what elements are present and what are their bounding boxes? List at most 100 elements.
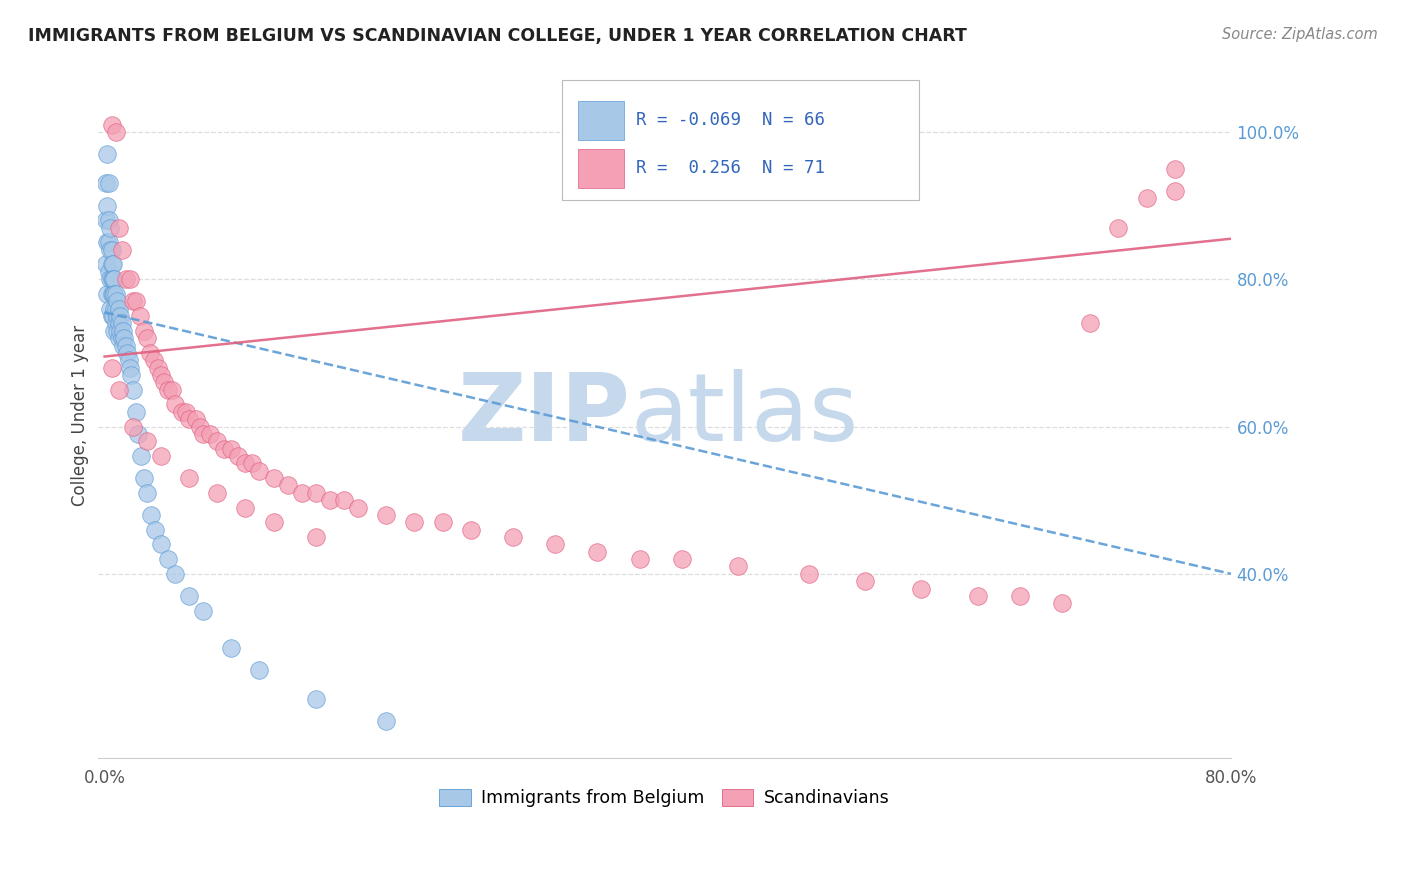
Point [966,589,988,603]
Point [671,552,693,566]
Point [628,552,651,566]
Point [104,125,127,139]
Point [114,272,136,286]
FancyBboxPatch shape [562,79,920,200]
Point [1050,596,1073,610]
Point [108,309,131,323]
Point [96,287,118,301]
Point [121,294,143,309]
Point [101,272,124,286]
Point [190,419,212,434]
Point [291,485,314,500]
Point [96,147,118,161]
Point [121,383,143,397]
Point [214,442,236,456]
Point [135,434,157,449]
Point [277,478,299,492]
Point [98,272,121,286]
Point [305,530,328,544]
Point [727,559,749,574]
Point [132,471,155,485]
Point [1164,184,1187,198]
Point [98,301,121,316]
Point [97,177,120,191]
Point [177,471,200,485]
Point [110,317,132,331]
Point [111,324,134,338]
Point [127,426,149,441]
Point [193,604,215,618]
FancyBboxPatch shape [578,149,623,188]
Point [460,523,482,537]
Point [853,574,876,589]
Point [149,368,172,382]
Point [135,331,157,345]
Text: atlas: atlas [630,369,859,461]
Point [110,331,132,345]
Point [132,324,155,338]
Point [120,368,142,382]
Point [100,272,122,286]
Point [107,220,129,235]
Point [100,118,122,132]
Point [502,530,524,544]
Point [207,434,229,449]
Point [118,272,141,286]
Point [96,235,118,250]
Point [100,258,122,272]
Point [305,485,328,500]
Point [160,383,183,397]
Point [228,449,250,463]
Point [105,294,128,309]
Point [177,589,200,603]
Point [163,397,186,411]
Point [98,243,121,257]
Point [347,500,370,515]
Point [100,287,122,301]
Point [174,405,197,419]
Point [319,493,342,508]
Point [104,287,127,301]
Point [118,360,141,375]
Point [432,516,454,530]
Point [98,220,121,235]
Point [124,294,146,309]
Point [101,287,124,301]
Point [242,456,264,470]
Point [100,243,122,257]
Point [146,360,169,375]
Point [152,376,174,390]
Point [135,485,157,500]
Point [375,508,398,522]
Text: R = -0.069  N = 66: R = -0.069 N = 66 [636,111,825,128]
Point [177,412,200,426]
Point [1135,191,1157,205]
Point [1164,161,1187,176]
Point [100,360,122,375]
Point [207,485,229,500]
Point [149,449,172,463]
Point [105,309,128,323]
FancyBboxPatch shape [578,101,623,140]
Point [193,426,215,441]
Point [249,464,271,478]
Point [107,331,129,345]
Point [104,317,127,331]
Point [97,265,120,279]
Point [143,523,166,537]
Point [100,309,122,323]
Point [163,566,186,581]
Point [129,449,152,463]
Point [200,426,222,441]
Point [96,198,118,212]
Point [138,346,160,360]
Point [184,412,207,426]
Point [586,545,609,559]
Legend: Immigrants from Belgium, Scandinavians: Immigrants from Belgium, Scandinavians [433,781,896,814]
Point [149,537,172,551]
Point [104,301,127,316]
Point [156,383,179,397]
Point [103,301,125,316]
Point [797,566,820,581]
Point [121,419,143,434]
